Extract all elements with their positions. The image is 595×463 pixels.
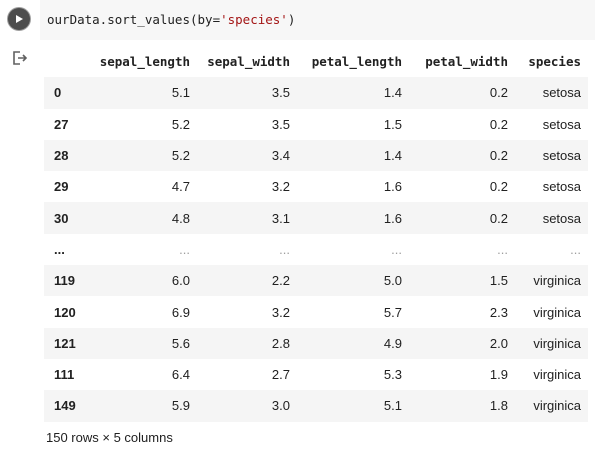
- column-header-index: [44, 46, 87, 77]
- table-cell: setosa: [542, 116, 581, 132]
- table-cell: virginica: [533, 273, 581, 289]
- table-cell: ...: [570, 241, 581, 257]
- row-index: 121: [54, 335, 76, 351]
- table-cell: 2.3: [489, 304, 508, 320]
- table-cell: ...: [391, 241, 402, 257]
- table-cell: 2.7: [271, 367, 290, 383]
- table-cell: 4.8: [171, 210, 190, 226]
- table-cell: 1.4: [383, 85, 402, 101]
- table-row: 149 5.9 3.0 5.1 1.8 virginica: [44, 390, 588, 422]
- output-redirect-icon[interactable]: [11, 49, 29, 67]
- table-cell: 1.5: [383, 116, 402, 132]
- dataframe-table: sepal_length sepal_width petal_length pe…: [44, 46, 588, 422]
- table-cell: 5.9: [171, 398, 190, 414]
- table-cell: 5.3: [383, 367, 402, 383]
- table-cell: 0.2: [489, 148, 508, 164]
- table-row: 119 6.0 2.2 5.0 1.5 virginica: [44, 265, 588, 297]
- table-row: 30 4.8 3.1 1.6 0.2 setosa: [44, 202, 588, 234]
- table-cell: setosa: [542, 179, 581, 195]
- table-cell: 6.4: [171, 367, 190, 383]
- table-row: 120 6.9 3.2 5.7 2.3 virginica: [44, 296, 588, 327]
- table-cell: 0.2: [489, 179, 508, 195]
- table-cell: 1.6: [383, 210, 402, 226]
- table-cell: 0.2: [489, 85, 508, 101]
- row-index: ...: [54, 241, 65, 257]
- table-cell: 5.2: [171, 116, 190, 132]
- column-header: petal_width: [425, 54, 508, 70]
- row-index: 149: [54, 398, 76, 414]
- row-index: 27: [54, 116, 69, 132]
- table-cell: ...: [179, 241, 190, 257]
- table-summary: 150 rows × 5 columns: [46, 430, 173, 445]
- table-row: 27 5.2 3.5 1.5 0.2 setosa: [44, 109, 588, 140]
- table-cell: virginica: [533, 367, 581, 383]
- table-cell: setosa: [542, 148, 581, 164]
- table-cell: ...: [497, 241, 508, 257]
- table-cell: 5.1: [383, 398, 402, 414]
- table-cell: 3.2: [271, 304, 290, 320]
- table-cell: virginica: [533, 335, 581, 351]
- table-cell: 3.5: [271, 85, 290, 101]
- row-index: 119: [54, 273, 75, 289]
- run-cell-button[interactable]: [8, 8, 30, 30]
- table-row: ..................: [44, 234, 588, 265]
- column-header: petal_length: [311, 54, 402, 70]
- row-index: 120: [54, 304, 76, 320]
- row-index: 30: [54, 210, 69, 226]
- row-index: 28: [54, 148, 69, 164]
- table-cell: 2.0: [489, 335, 508, 351]
- table-row: 29 4.7 3.2 1.6 0.2 setosa: [44, 171, 588, 202]
- table-cell: setosa: [542, 210, 581, 226]
- table-cell: 4.9: [383, 335, 402, 351]
- table-row: 111 6.4 2.7 5.3 1.9 virginica: [44, 359, 588, 390]
- table-row: 28 5.2 3.4 1.4 0.2 setosa: [44, 139, 588, 172]
- table-cell: 1.5: [489, 273, 508, 289]
- code-editor[interactable]: ourData.sort_values(by='species'): [40, 0, 595, 40]
- table-cell: 3.1: [271, 210, 290, 226]
- row-index: 111: [54, 367, 75, 383]
- table-cell: 3.4: [271, 148, 290, 164]
- table-cell: 3.0: [271, 398, 290, 414]
- code-cell: ourData.sort_values(by='species'): [0, 0, 595, 40]
- table-cell: 1.9: [489, 367, 508, 383]
- table-cell: 1.8: [489, 398, 508, 414]
- table-cell: 5.0: [383, 273, 402, 289]
- code-prefix: ourData.sort_values(by=: [47, 12, 221, 27]
- table-cell: virginica: [533, 398, 581, 414]
- table-row: 121 5.6 2.8 4.9 2.0 virginica: [44, 327, 588, 359]
- table-header-row: sepal_length sepal_width petal_length pe…: [44, 46, 588, 77]
- code-line: ourData.sort_values(by='species'): [47, 12, 295, 27]
- table-cell: 6.9: [171, 304, 190, 320]
- play-icon: [16, 15, 23, 23]
- table-cell: 5.1: [171, 85, 190, 101]
- table-cell: 1.4: [383, 148, 402, 164]
- table-cell: 4.7: [171, 179, 190, 195]
- row-index: 0: [54, 85, 62, 101]
- table-cell: 0.2: [489, 210, 508, 226]
- table-cell: virginica: [533, 304, 581, 320]
- table-cell: 2.8: [271, 335, 290, 351]
- table-cell: 0.2: [489, 116, 508, 132]
- column-header: sepal_width: [207, 54, 290, 70]
- table-cell: 1.6: [383, 179, 402, 195]
- code-suffix: ): [287, 12, 296, 27]
- table-cell: 5.7: [383, 304, 402, 320]
- table-cell: 3.5: [271, 116, 290, 132]
- code-string-literal: 'species': [220, 12, 288, 27]
- column-header: sepal_length: [99, 54, 190, 70]
- row-index: 29: [54, 179, 69, 195]
- table-row: 0 5.1 3.5 1.4 0.2 setosa: [44, 77, 588, 109]
- table-cell: 5.6: [171, 335, 190, 351]
- table-cell: 5.2: [171, 148, 190, 164]
- table-cell: 2.2: [271, 273, 290, 289]
- table-cell: ...: [279, 241, 290, 257]
- table-cell: setosa: [542, 85, 581, 101]
- column-header: species: [528, 54, 581, 70]
- table-cell: 3.2: [271, 179, 290, 195]
- table-cell: 6.0: [171, 273, 190, 289]
